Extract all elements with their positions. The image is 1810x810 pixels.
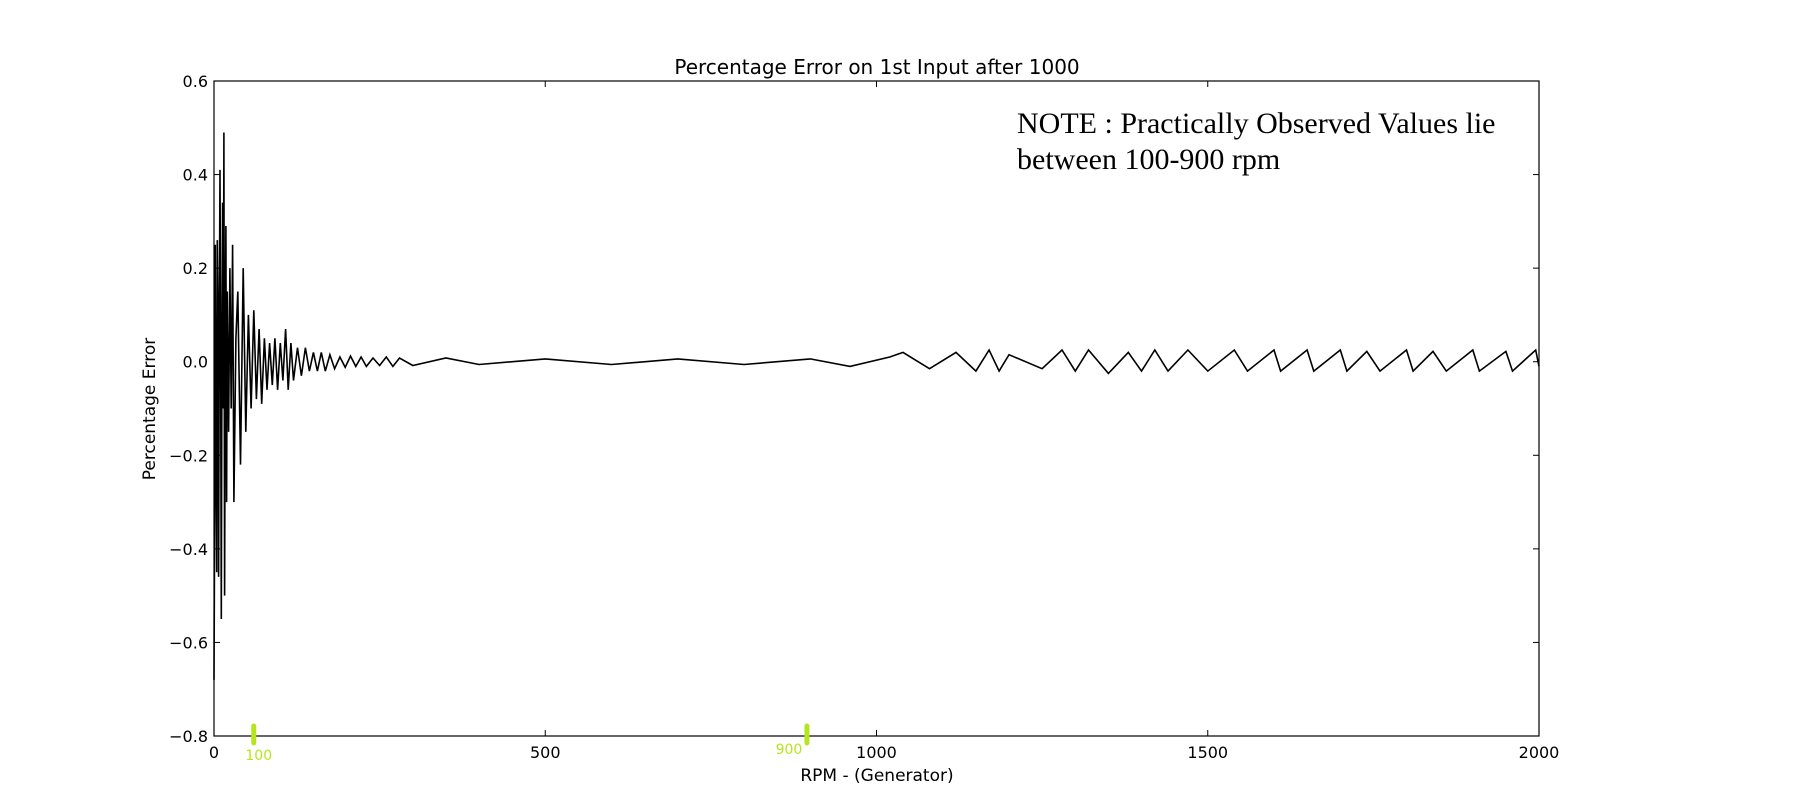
y-axis: 0.6 0.4 0.2 0.0 −0.2 −0.4 −0.6 −0.8 [169,72,1539,746]
y-axis-label: Percentage Error [140,338,160,480]
x-tick-label: 1500 [1187,743,1228,762]
y-tick-label: 0.6 [183,72,208,91]
y-tick-label: 0.4 [183,166,208,185]
chart-title: Percentage Error on 1st Input after 1000 [674,55,1079,79]
y-tick-label: 0.0 [183,353,208,372]
y-tick-label: 0.2 [183,259,208,278]
range-markers: 100 900 [245,723,810,764]
plot-area-frame [213,80,1540,737]
y-tick-label: −0.4 [169,540,208,559]
annotation-note-line-1: NOTE : Practically Observed Values lie [1017,107,1495,140]
annotation-note-line-2: between 100-900 rpm [1017,143,1280,176]
x-tick-label: 500 [530,743,561,762]
x-tick-label: 0 [209,743,219,762]
x-tick-label: 1000 [856,743,897,762]
y-tick-label: −0.2 [169,446,208,465]
x-axis: 0 500 1000 1500 2000 [209,81,1559,762]
range-marker-label: 900 [776,742,803,758]
y-tick-label: −0.8 [169,727,208,746]
x-tick-label: 2000 [1519,743,1560,762]
y-tick-label: −0.6 [169,633,208,652]
x-axis-label: RPM - (Generator) [800,766,953,786]
series-line [213,132,1540,680]
range-marker-label: 100 [245,748,272,764]
